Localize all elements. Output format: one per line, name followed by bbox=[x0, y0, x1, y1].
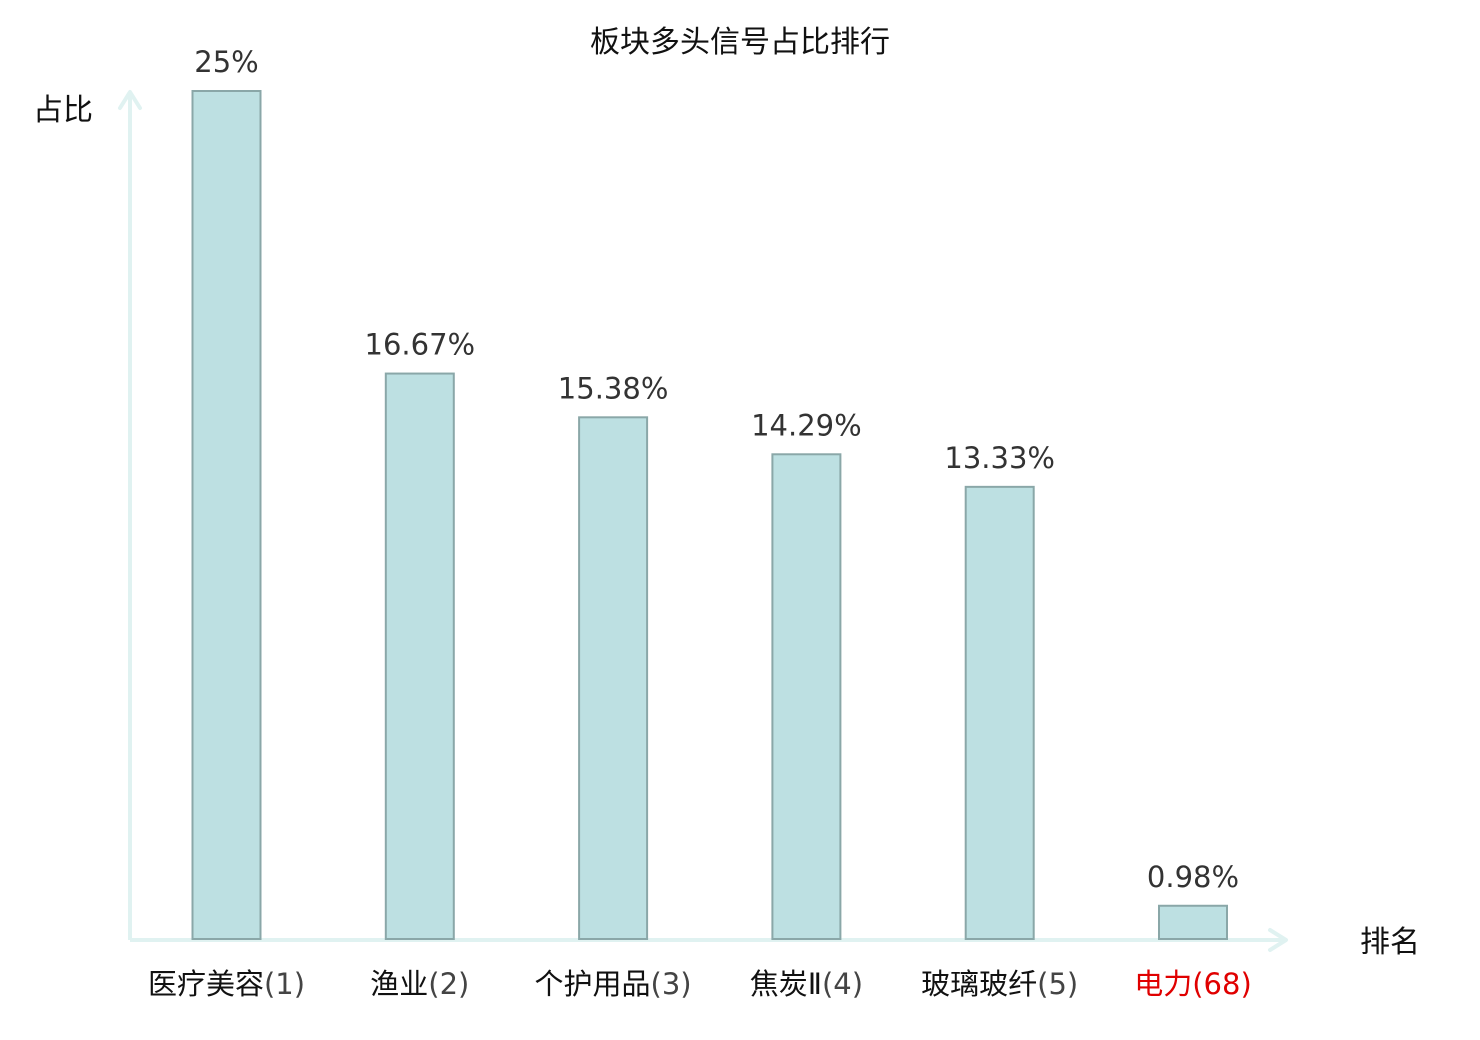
bar bbox=[191, 90, 262, 940]
category-name: 个护用品 bbox=[535, 967, 651, 1001]
category-rank: (1) bbox=[264, 967, 305, 1001]
category-name: 焦炭Ⅱ bbox=[750, 967, 822, 1001]
value-label: 13.33% bbox=[944, 441, 1055, 475]
category-label: 渔业(2) bbox=[370, 967, 469, 1001]
x-axis-arrow-icon bbox=[1268, 928, 1288, 952]
value-labels: 25% 16.67% 15.38% 14.29% 13.33% 0.98% bbox=[194, 45, 1239, 894]
category-label: 个护用品(3) bbox=[535, 967, 692, 1001]
category-rank: (4) bbox=[822, 967, 863, 1001]
bar-series bbox=[191, 90, 1228, 941]
category-name: 渔业 bbox=[370, 967, 428, 1001]
chart-title: 板块多头信号占比排行 bbox=[590, 25, 890, 60]
category-name: 玻璃玻纤 bbox=[921, 967, 1037, 1001]
category-rank: (5) bbox=[1037, 967, 1078, 1001]
category-name: 电力 bbox=[1134, 967, 1192, 1001]
value-label: 16.67% bbox=[365, 328, 476, 362]
y-axis-label: 占比 bbox=[33, 93, 93, 128]
value-label: 25% bbox=[194, 45, 258, 79]
bar bbox=[384, 372, 455, 940]
category-label: 医疗美容(1) bbox=[148, 967, 305, 1001]
category-label: 玻璃玻纤(5) bbox=[921, 967, 1078, 1001]
bar bbox=[964, 485, 1035, 940]
category-rank: (2) bbox=[428, 967, 469, 1001]
category-rank: (3) bbox=[651, 967, 692, 1001]
y-axis-arrow-icon bbox=[118, 90, 142, 110]
category-rank: (68) bbox=[1192, 967, 1252, 1001]
category-label: 电力(68) bbox=[1134, 967, 1252, 1001]
value-label: 14.29% bbox=[751, 408, 862, 442]
bar bbox=[578, 416, 649, 940]
x-axis-label: 排名 bbox=[1360, 925, 1420, 960]
value-label: 15.38% bbox=[558, 371, 669, 405]
category-name: 医疗美容 bbox=[148, 967, 264, 1001]
value-label: 0.98% bbox=[1147, 860, 1239, 894]
bar bbox=[771, 453, 842, 940]
category-label: 焦炭Ⅱ(4) bbox=[750, 967, 863, 1001]
bar bbox=[1158, 904, 1228, 941]
category-labels: 医疗美容(1) 渔业(2) 个护用品(3) 焦炭Ⅱ(4) 玻璃玻纤(5) 电力(68) bbox=[148, 967, 1252, 1001]
